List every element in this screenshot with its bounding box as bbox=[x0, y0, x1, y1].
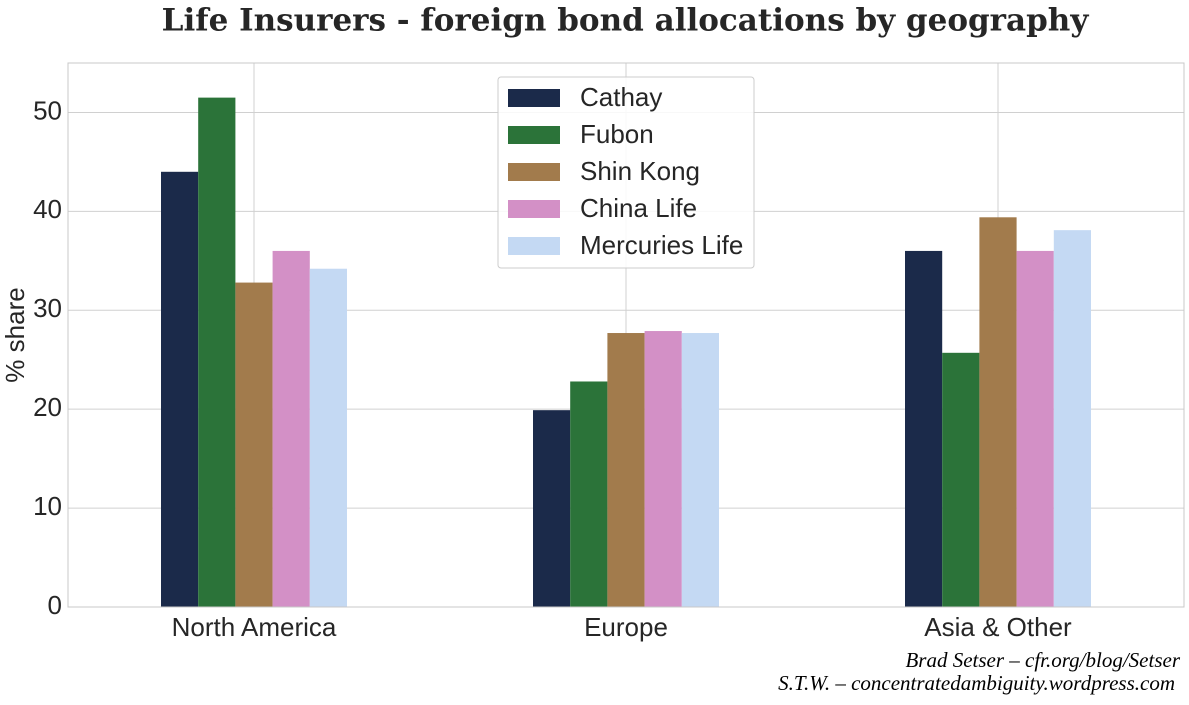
legend-label: Cathay bbox=[580, 82, 662, 112]
y-axis-label: % share bbox=[0, 287, 30, 382]
y-tick-label: 10 bbox=[33, 491, 62, 521]
x-tick-label: North America bbox=[172, 612, 337, 642]
legend-label: Fubon bbox=[580, 119, 654, 149]
legend-swatch bbox=[508, 200, 560, 218]
x-tick-label: Asia & Other bbox=[924, 612, 1072, 642]
legend-label: Shin Kong bbox=[580, 156, 700, 186]
legend-swatch bbox=[508, 126, 560, 144]
bar bbox=[533, 410, 571, 607]
bar bbox=[198, 97, 236, 608]
legend-label: Mercuries Life bbox=[580, 230, 743, 260]
bar bbox=[570, 381, 608, 607]
credit: Brad Setser – cfr.org/blog/Setser bbox=[905, 648, 1180, 672]
y-tick-label: 50 bbox=[33, 95, 62, 125]
bar bbox=[607, 333, 645, 607]
bar bbox=[681, 333, 719, 607]
bar bbox=[1016, 250, 1054, 607]
bar bbox=[309, 268, 347, 607]
legend-label: China Life bbox=[580, 193, 697, 223]
bar bbox=[272, 250, 310, 607]
bar bbox=[1053, 230, 1091, 607]
legend-swatch bbox=[508, 89, 560, 107]
bar bbox=[235, 282, 273, 607]
bar bbox=[905, 250, 943, 607]
credit: S.T.W. – concentratedambiguity.wordpress… bbox=[778, 671, 1175, 695]
bar bbox=[942, 352, 980, 607]
y-tick-label: 20 bbox=[33, 392, 62, 422]
bar bbox=[644, 331, 682, 607]
y-tick-label: 0 bbox=[48, 590, 62, 620]
chart-title: Life Insurers - foreign bond allocations… bbox=[162, 3, 1090, 39]
y-tick-label: 30 bbox=[33, 293, 62, 323]
y-tick-label: 40 bbox=[33, 194, 62, 224]
legend-box bbox=[497, 76, 755, 269]
plot-frame bbox=[67, 62, 1185, 608]
legend-swatch bbox=[508, 163, 560, 181]
x-tick-label: Europe bbox=[584, 612, 668, 642]
bar bbox=[979, 217, 1017, 607]
legend-swatch bbox=[508, 237, 560, 255]
bar bbox=[161, 171, 199, 608]
